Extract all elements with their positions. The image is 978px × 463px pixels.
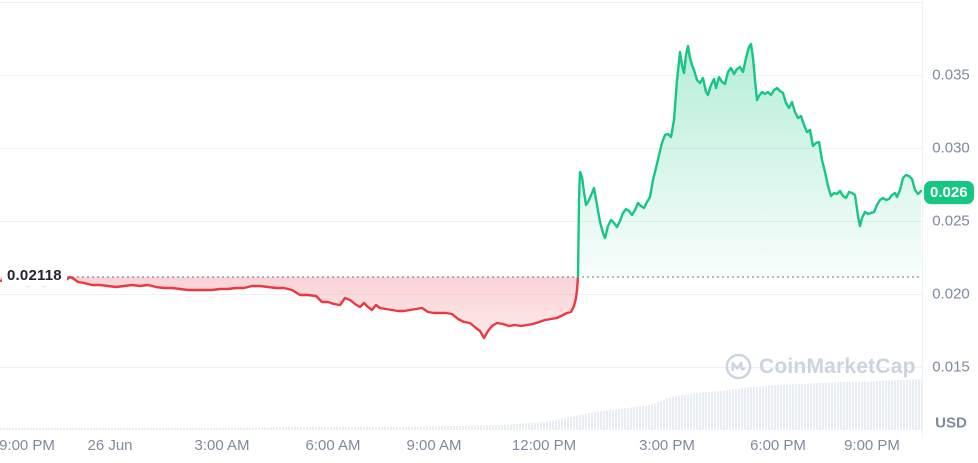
x-axis-tick-label: 9:00 PM xyxy=(0,437,55,454)
x-axis-tick-label: 12:00 PM xyxy=(511,437,577,454)
x-axis-tick-label: 9:00 PM xyxy=(844,437,900,454)
watermark-brand-text: CoinMarketCap xyxy=(759,354,916,378)
y-axis-unit-label: USD xyxy=(935,414,967,432)
gridline xyxy=(0,75,922,76)
y-axis-tick-label: 0.030 xyxy=(932,139,970,157)
price-line-chart[interactable] xyxy=(0,0,922,430)
watermark: CoinMarketCap xyxy=(725,353,916,380)
above-baseline-area xyxy=(578,44,921,277)
x-axis-tick-label: 6:00 AM xyxy=(305,437,361,454)
coinmarketcap-logo-icon xyxy=(725,353,752,380)
y-axis-tick-label: 0.025 xyxy=(932,212,970,230)
chart-plot-area[interactable]: CoinMarketCap 0.02118 xyxy=(0,0,922,430)
price-line-up-segment xyxy=(576,42,922,279)
gridline xyxy=(0,2,922,3)
price-line-down-segment xyxy=(0,275,580,340)
x-axis-tick-label: 3:00 AM xyxy=(194,437,250,454)
x-axis-tick-label: 9:00 AM xyxy=(406,437,462,454)
previous-close-price-label: 0.02118 xyxy=(2,266,67,286)
y-axis-tick-label: 0.020 xyxy=(932,285,970,303)
gridline xyxy=(0,148,922,149)
x-axis: 9:00 PM 26 Jun 3:00 AM 6:00 AM 9:00 AM 12:00 … xyxy=(0,430,922,463)
current-price-badge: 0.026 xyxy=(924,181,974,204)
x-axis-tick-label: 6:00 PM xyxy=(750,437,806,454)
y-axis-tick-label: 0.015 xyxy=(932,358,970,376)
gridline xyxy=(0,367,922,368)
below-baseline-area xyxy=(0,277,578,338)
y-axis: 0.035 0.030 0.025 0.020 0.015 USD xyxy=(922,0,978,438)
x-axis-tick-label: 26 Jun xyxy=(87,437,133,454)
y-axis-tick-label: 0.035 xyxy=(932,66,970,84)
gridline xyxy=(0,221,922,222)
x-axis-tick-label: 3:00 PM xyxy=(639,437,695,454)
